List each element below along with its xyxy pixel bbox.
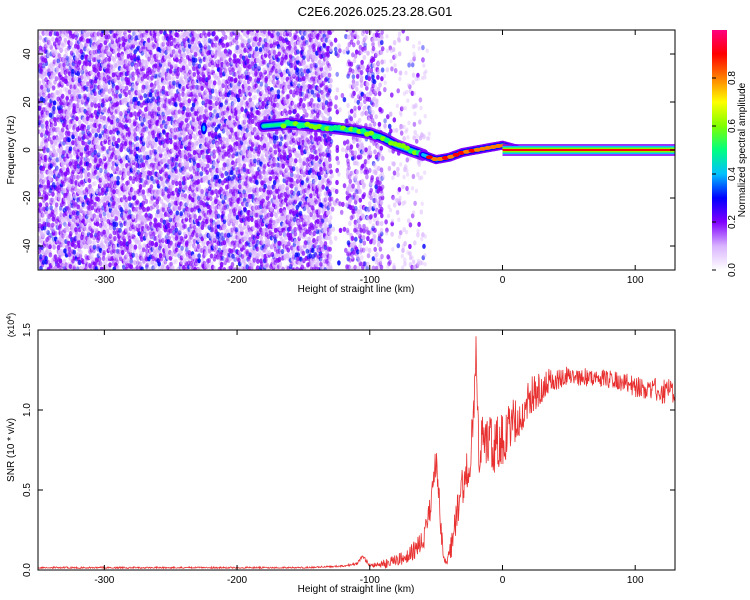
colorbar-tick-label: 0.6 <box>727 119 738 133</box>
y-tick-label: -40 <box>22 238 33 253</box>
x-tick-label: 100 <box>627 275 644 286</box>
y-tick-label: 0.0 <box>22 563 33 577</box>
y-tick-label: -20 <box>22 190 33 205</box>
snr-y-multiplier: (x104) <box>6 313 16 337</box>
x-tick-label: 0 <box>500 275 506 286</box>
spectrogram-heatmap <box>38 30 675 270</box>
colorbar: 0.0 0.2 0.4 0.6 0.8 Normalized spectral ampl… <box>712 30 748 277</box>
colorbar-tick-label: 0.8 <box>727 71 738 85</box>
colorbar-tick-label: 0.4 <box>727 167 738 181</box>
y-tick-label: 40 <box>22 48 33 60</box>
colorbar-tick-label: 0.0 <box>727 263 738 277</box>
snr-frame <box>37 329 676 571</box>
y-tick-label: 1.5 <box>22 323 33 337</box>
snr-panel: -300 -200 -100 0 100 0.0 0.5 1.0 1.5 Height of s… <box>6 313 676 595</box>
y-tick-label: 20 <box>22 96 33 108</box>
x-tick-label: -300 <box>94 275 114 286</box>
snr-line-layer <box>38 336 675 570</box>
figure-title: C2E6.2026.025.23.28.G01 <box>298 4 453 19</box>
snr-plot-area <box>38 330 675 570</box>
x-tick-label: -100 <box>360 275 380 286</box>
colorbar-ticks: 0.0 0.2 0.4 0.6 0.8 <box>712 71 738 277</box>
y-tick-label: 0.5 <box>22 483 33 497</box>
x-tick-label: -200 <box>227 575 247 586</box>
x-tick-label: -300 <box>94 575 114 586</box>
heatmap-signal <box>200 117 675 165</box>
x-tick-label: 100 <box>627 575 644 586</box>
heatmap-noise <box>38 30 431 270</box>
colorbar-gradient <box>712 30 727 270</box>
spectrogram-x-label: Height of straight line (km) <box>298 284 415 295</box>
snr-series-line <box>38 336 675 570</box>
x-tick-label: -100 <box>360 575 380 586</box>
x-tick-label: 0 <box>500 575 506 586</box>
colorbar-label: Normalized spectral amplitude <box>737 82 748 217</box>
spectrogram-frame <box>37 29 676 271</box>
snr-y-label: SNR (10 * v/v) <box>6 418 17 482</box>
snr-x-label: Height of straight line (km) <box>298 584 415 595</box>
colorbar-tick-label: 0.2 <box>727 215 738 229</box>
spectrogram-y-label: Frequency (Hz) <box>6 116 17 185</box>
y-tick-label: 1.0 <box>22 403 33 417</box>
x-tick-label: -200 <box>227 275 247 286</box>
y-tick-label: 0 <box>22 147 33 153</box>
